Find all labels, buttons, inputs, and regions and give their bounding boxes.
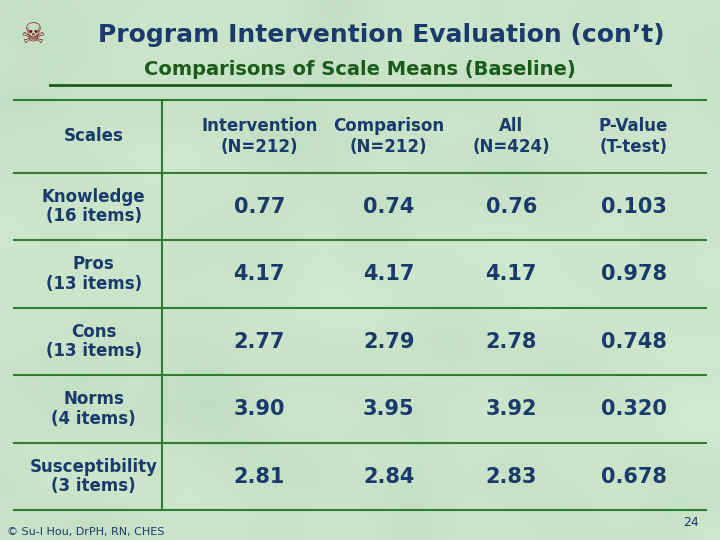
- Text: 0.678: 0.678: [600, 467, 667, 487]
- Text: Scales: Scales: [63, 127, 124, 145]
- Text: 2.78: 2.78: [485, 332, 537, 352]
- Text: 0.76: 0.76: [485, 197, 537, 217]
- Text: 2.84: 2.84: [363, 467, 415, 487]
- Text: 4.17: 4.17: [363, 264, 415, 284]
- Text: 3.90: 3.90: [233, 399, 285, 419]
- Text: Norms
(4 items): Norms (4 items): [51, 390, 136, 428]
- Text: Intervention
(N=212): Intervention (N=212): [201, 117, 318, 156]
- Text: Comparisons of Scale Means (Baseline): Comparisons of Scale Means (Baseline): [144, 59, 576, 79]
- Text: 2.83: 2.83: [485, 467, 537, 487]
- Text: © Su-I Hou, DrPH, RN, CHES: © Su-I Hou, DrPH, RN, CHES: [7, 527, 165, 537]
- Text: All
(N=424): All (N=424): [472, 117, 550, 156]
- Text: 3.95: 3.95: [363, 399, 415, 419]
- Text: 3.92: 3.92: [485, 399, 537, 419]
- Text: 0.978: 0.978: [600, 264, 667, 284]
- Text: Comparison
(N=212): Comparison (N=212): [333, 117, 444, 156]
- Text: 0.77: 0.77: [233, 197, 285, 217]
- Text: 0.103: 0.103: [600, 197, 667, 217]
- Text: ☠: ☠: [20, 21, 45, 49]
- Text: 4.17: 4.17: [233, 264, 285, 284]
- Text: Pros
(13 items): Pros (13 items): [45, 255, 142, 293]
- Text: Susceptibility
(3 items): Susceptibility (3 items): [30, 458, 158, 495]
- Text: 2.79: 2.79: [363, 332, 415, 352]
- Text: 24: 24: [683, 516, 698, 529]
- Text: 0.748: 0.748: [600, 332, 667, 352]
- Text: Cons
(13 items): Cons (13 items): [45, 323, 142, 360]
- Text: 2.77: 2.77: [233, 332, 285, 352]
- Text: 0.74: 0.74: [363, 197, 415, 217]
- Text: Knowledge
(16 items): Knowledge (16 items): [42, 188, 145, 225]
- Text: 0.320: 0.320: [600, 399, 667, 419]
- Text: Program Intervention Evaluation (con’t): Program Intervention Evaluation (con’t): [99, 23, 665, 47]
- Text: 4.17: 4.17: [485, 264, 537, 284]
- Text: P-Value
(T-test): P-Value (T-test): [599, 117, 668, 156]
- Text: 2.81: 2.81: [233, 467, 285, 487]
